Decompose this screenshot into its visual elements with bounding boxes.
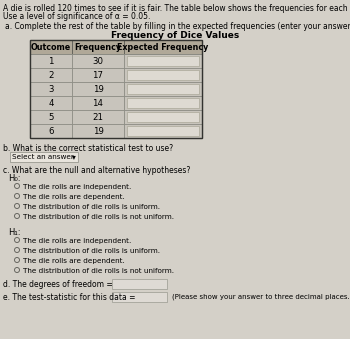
Bar <box>127 126 199 136</box>
Bar <box>30 96 72 110</box>
Text: 30: 30 <box>92 57 104 65</box>
Text: b. What is the correct statistical test to use?: b. What is the correct statistical test … <box>3 144 173 153</box>
Text: The distribution of die rolls is not uniform.: The distribution of die rolls is not uni… <box>23 214 174 220</box>
Text: 3: 3 <box>48 84 54 94</box>
Text: H₁:: H₁: <box>8 228 21 237</box>
Text: 6: 6 <box>48 126 54 136</box>
Text: 21: 21 <box>92 113 104 121</box>
Text: Expected Frequency: Expected Frequency <box>117 42 209 52</box>
Bar <box>30 40 202 138</box>
Bar <box>72 82 124 96</box>
Text: A die is rolled 120 times to see if it is fair. The table below shows the freque: A die is rolled 120 times to see if it i… <box>3 4 350 13</box>
Bar <box>30 110 72 124</box>
Bar <box>127 84 199 94</box>
Text: 14: 14 <box>92 99 104 107</box>
Text: Use a level of significance of α = 0.05.: Use a level of significance of α = 0.05. <box>3 12 150 21</box>
Bar <box>30 54 202 138</box>
Bar <box>30 40 72 54</box>
Bar <box>30 54 72 68</box>
Bar <box>112 292 167 302</box>
Bar <box>124 54 202 68</box>
Text: Select an answer: Select an answer <box>12 154 74 160</box>
Text: 17: 17 <box>92 71 104 80</box>
Text: 5: 5 <box>48 113 54 121</box>
Bar <box>30 82 72 96</box>
Text: (Please show your answer to three decimal places.): (Please show your answer to three decima… <box>172 293 350 299</box>
Bar <box>30 124 72 138</box>
Bar <box>112 279 167 289</box>
Text: e. The test-statistic for this data =: e. The test-statistic for this data = <box>3 293 135 302</box>
Text: ▾: ▾ <box>72 153 76 161</box>
Text: d. The degrees of freedom =: d. The degrees of freedom = <box>3 280 113 289</box>
Text: 1: 1 <box>48 57 54 65</box>
Bar <box>72 40 124 54</box>
Bar <box>72 110 124 124</box>
Text: The die rolls are independent.: The die rolls are independent. <box>23 238 131 244</box>
Text: The distribution of die rolls is uniform.: The distribution of die rolls is uniform… <box>23 204 160 210</box>
Bar <box>127 98 199 108</box>
Bar <box>30 68 72 82</box>
Text: Frequency: Frequency <box>75 42 121 52</box>
Bar <box>72 124 124 138</box>
Text: 19: 19 <box>92 84 104 94</box>
Text: 4: 4 <box>48 99 54 107</box>
Bar <box>124 96 202 110</box>
Bar <box>127 56 199 66</box>
Bar <box>124 68 202 82</box>
Text: 19: 19 <box>92 126 104 136</box>
Text: The die rolls are dependent.: The die rolls are dependent. <box>23 194 125 200</box>
Bar <box>124 110 202 124</box>
Bar <box>127 112 199 122</box>
Bar <box>72 96 124 110</box>
Bar <box>124 124 202 138</box>
Bar <box>30 40 202 54</box>
Bar <box>72 54 124 68</box>
Bar <box>124 82 202 96</box>
Text: H₀:: H₀: <box>8 174 21 183</box>
Text: 2: 2 <box>48 71 54 80</box>
Text: c. What are the null and alternative hypotheses?: c. What are the null and alternative hyp… <box>3 166 190 175</box>
Text: Frequency of Dice Values: Frequency of Dice Values <box>111 31 239 40</box>
Text: The die rolls are independent.: The die rolls are independent. <box>23 184 131 190</box>
Text: Outcome: Outcome <box>31 42 71 52</box>
Text: The die rolls are dependent.: The die rolls are dependent. <box>23 258 125 264</box>
Bar <box>127 70 199 80</box>
Bar <box>124 40 202 54</box>
Text: The distribution of die rolls is not uniform.: The distribution of die rolls is not uni… <box>23 268 174 274</box>
Text: The distribution of die rolls is uniform.: The distribution of die rolls is uniform… <box>23 248 160 254</box>
Bar <box>10 152 78 162</box>
Text: a. Complete the rest of the table by filling in the expected frequencies (enter : a. Complete the rest of the table by fil… <box>5 22 350 31</box>
Bar <box>72 68 124 82</box>
